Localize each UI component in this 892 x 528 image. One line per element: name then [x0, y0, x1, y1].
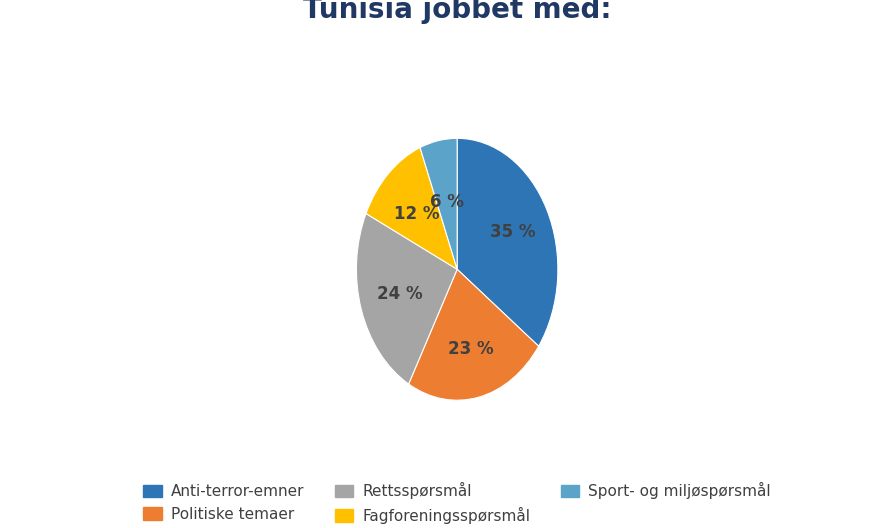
Wedge shape [357, 213, 457, 384]
Text: 23 %: 23 % [448, 340, 493, 357]
Wedge shape [366, 147, 457, 269]
Text: 35 %: 35 % [490, 223, 535, 241]
Text: 6 %: 6 % [431, 193, 464, 211]
Wedge shape [457, 138, 558, 346]
Text: 24 %: 24 % [376, 285, 423, 303]
Text: 12 %: 12 % [394, 205, 440, 223]
Title: Journalistene som ble angrepet i mars 2022 i
Tunisia jobbet med:: Journalistene som ble angrepet i mars 20… [104, 0, 810, 24]
Wedge shape [420, 138, 458, 269]
Wedge shape [409, 269, 539, 400]
Legend: Anti-terror-emner, Politiske temaer, Rettsspørsmål, Fagforeningsspørsmål, Sport-: Anti-terror-emner, Politiske temaer, Ret… [137, 476, 777, 528]
